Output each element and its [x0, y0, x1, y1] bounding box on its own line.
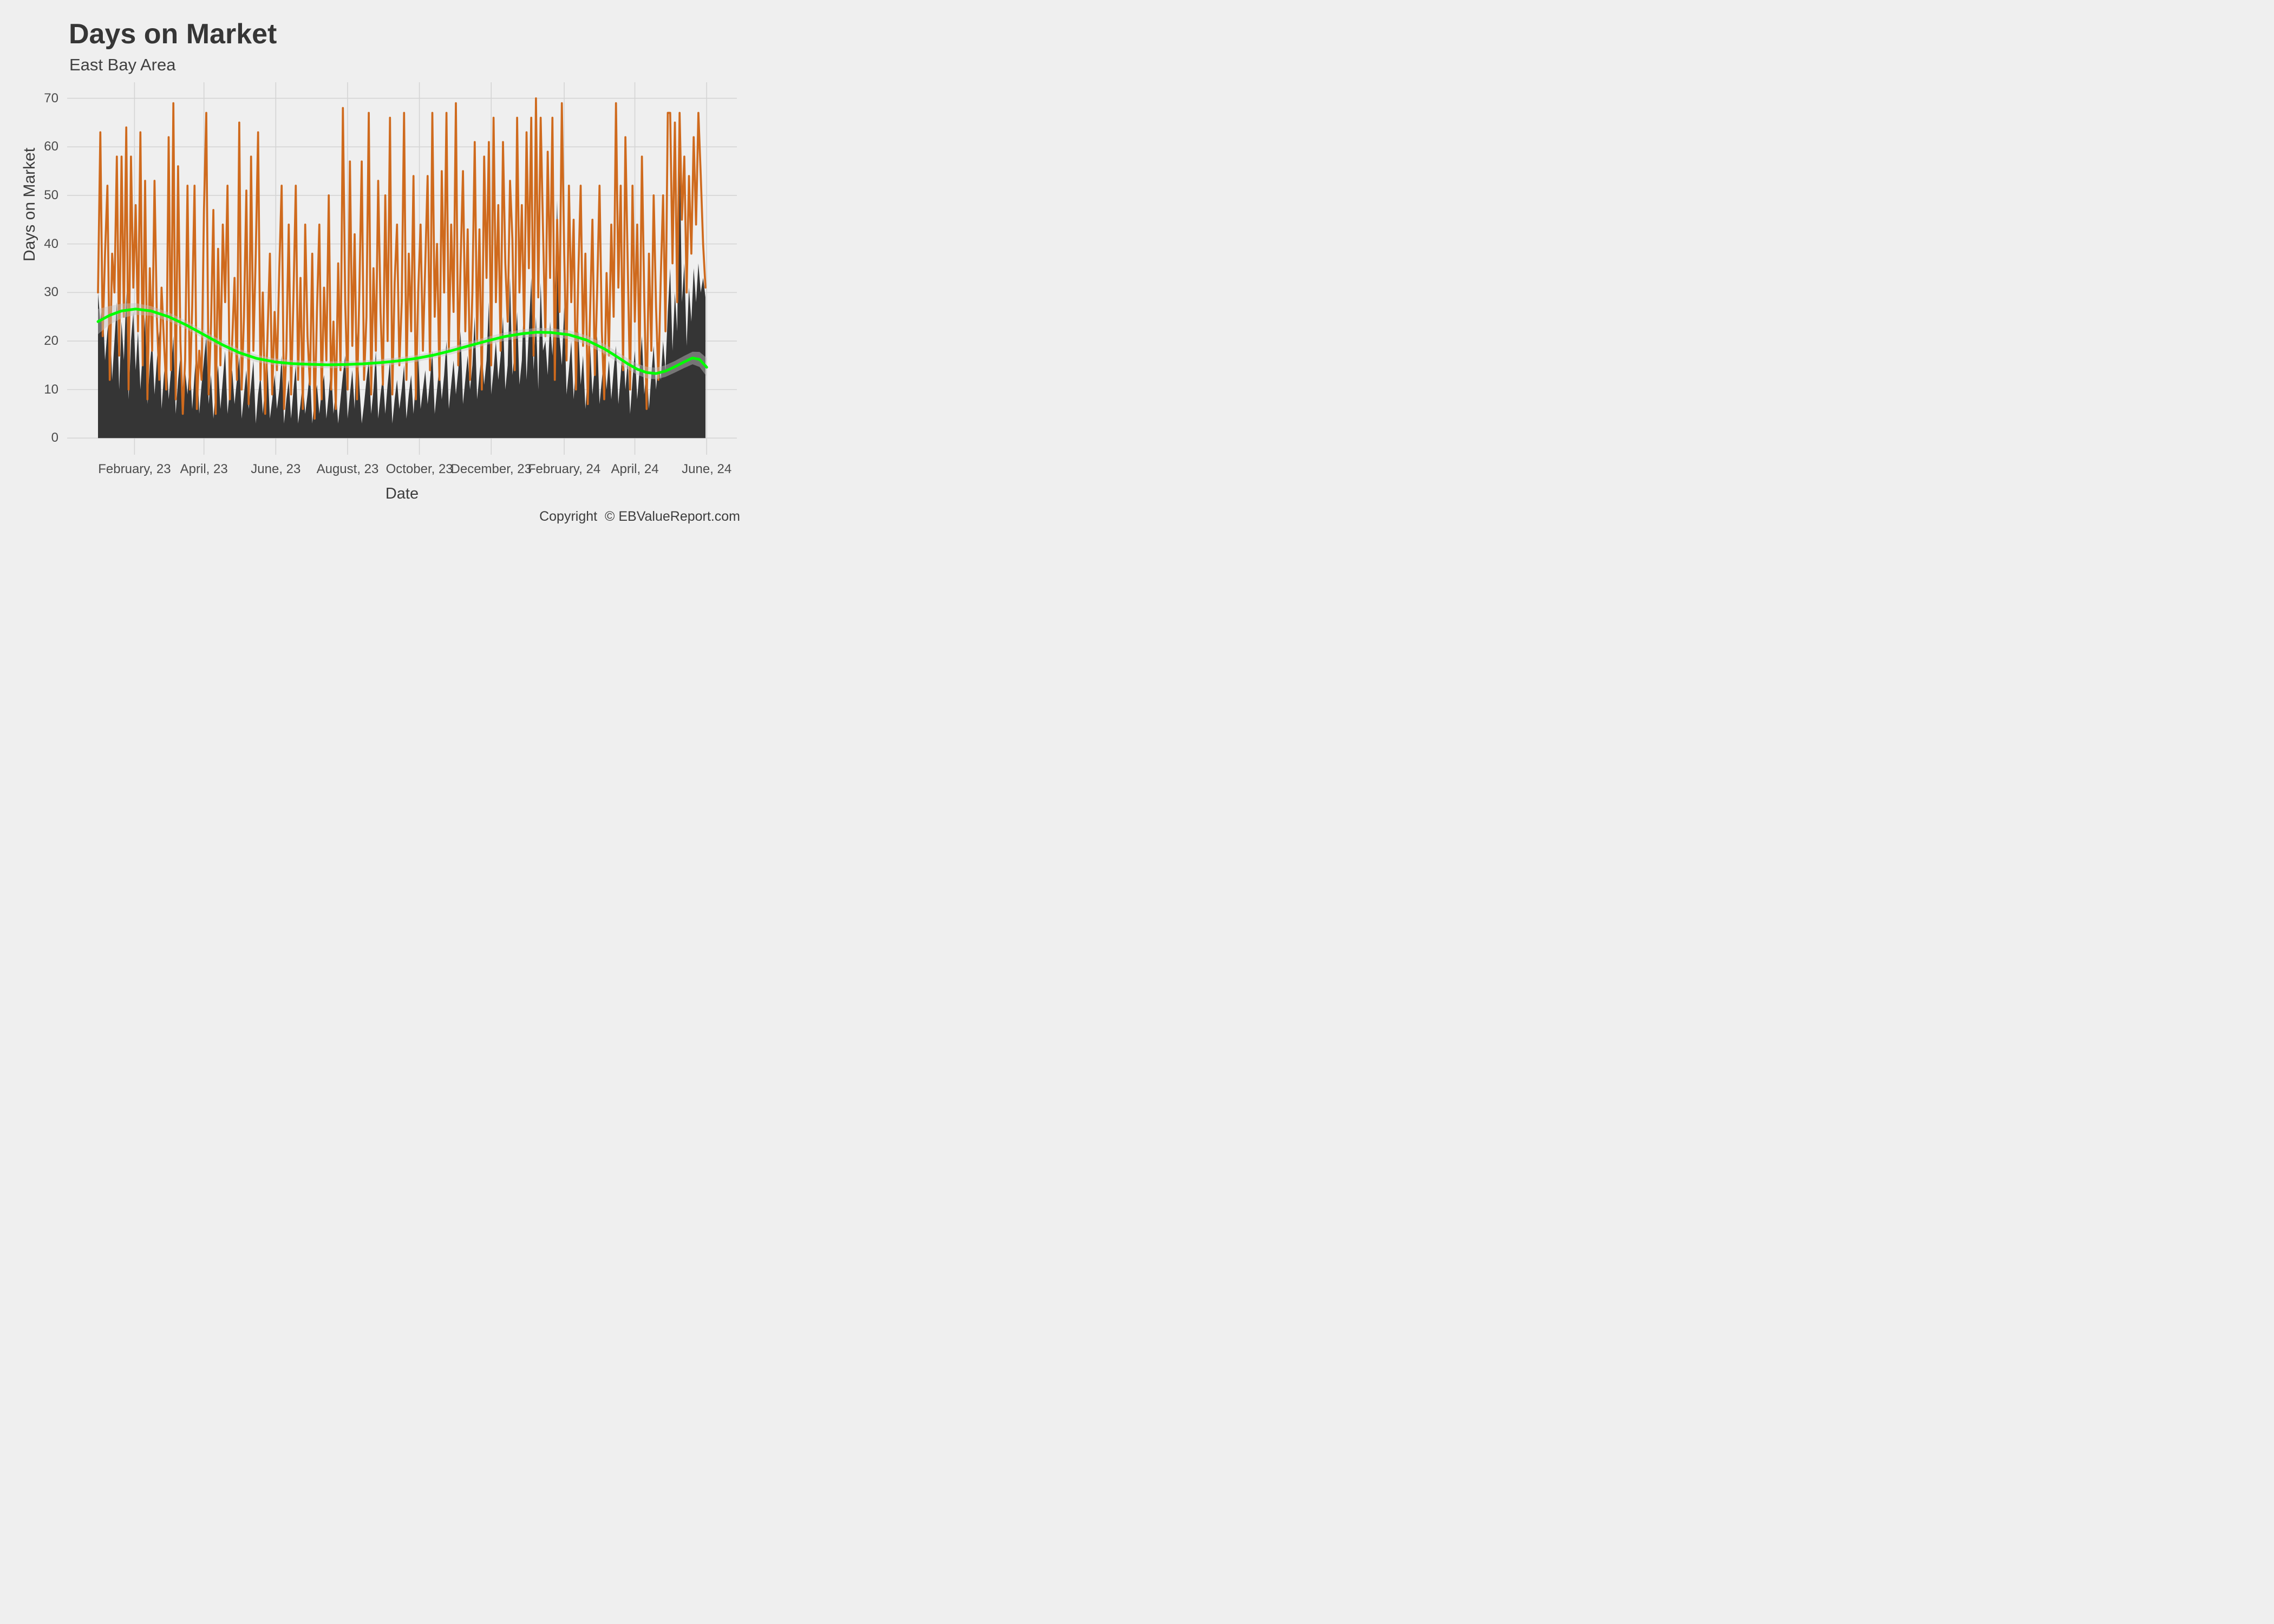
y-tick-label-0: 0: [51, 430, 58, 446]
y-tick-label-60: 60: [44, 139, 58, 154]
x-tick-label: June, 23: [251, 462, 301, 476]
x-tick-label: October, 23: [385, 462, 453, 476]
y-tick-label-50: 50: [44, 187, 58, 202]
x-tick-label: February, 24: [527, 462, 601, 476]
x-tick-label: August, 23: [316, 462, 379, 476]
y-tick-label-20: 20: [44, 333, 58, 348]
y-tick-label-30: 30: [44, 285, 58, 300]
x-axis-title: Date: [385, 485, 419, 502]
chart-canvas: [67, 82, 737, 455]
daily-line-series: [97, 97, 707, 420]
y-tick-label-10: 10: [44, 382, 58, 397]
median-area-series: [98, 137, 705, 438]
chart-figure: Days on Market East Bay Area Days on Mar…: [0, 0, 758, 541]
y-tick-label-40: 40: [44, 236, 58, 251]
x-tick-label: April, 23: [180, 462, 228, 476]
chart-subtitle: East Bay Area: [69, 55, 176, 74]
copyright-caption: Copyright © EBValueReport.com: [539, 509, 740, 524]
x-tick-label: December, 23: [450, 462, 532, 476]
x-tick-label: June, 24: [682, 462, 732, 476]
x-tick-label: February, 23: [98, 462, 171, 476]
y-tick-label-70: 70: [44, 90, 58, 106]
trend-line-series: [96, 307, 708, 375]
x-tick-label: April, 24: [611, 462, 659, 476]
chart-title: Days on Market: [69, 18, 277, 50]
